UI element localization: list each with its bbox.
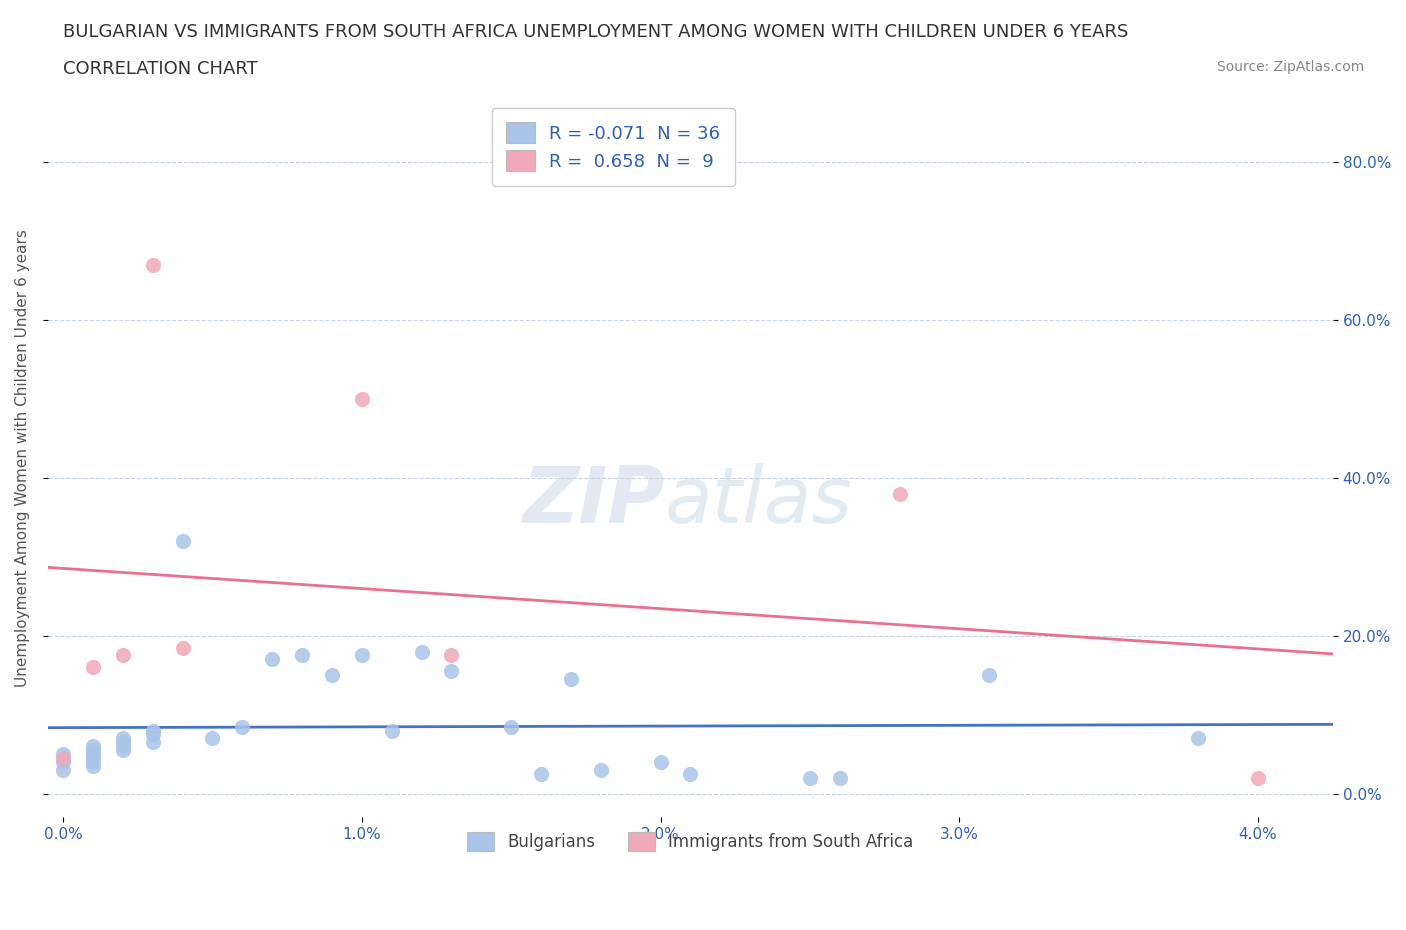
- Point: [142, 724, 165, 738]
- Point: [589, 763, 612, 777]
- Text: BULGARIAN VS IMMIGRANTS FROM SOUTH AFRICA UNEMPLOYMENT AMONG WOMEN WITH CHILDREN: BULGARIAN VS IMMIGRANTS FROM SOUTH AFRIC…: [63, 23, 1129, 41]
- Point: [52, 751, 75, 765]
- Point: [440, 648, 463, 663]
- Point: [321, 668, 343, 683]
- Point: [530, 766, 553, 781]
- Point: [82, 743, 104, 758]
- Point: [291, 648, 314, 663]
- Point: [560, 671, 582, 686]
- Point: [82, 754, 104, 769]
- Point: [111, 731, 134, 746]
- Point: [52, 747, 75, 762]
- Point: [501, 719, 523, 734]
- Point: [82, 759, 104, 774]
- Point: [111, 735, 134, 750]
- Point: [411, 644, 433, 659]
- Point: [231, 719, 253, 734]
- Point: [111, 648, 134, 663]
- Point: [52, 754, 75, 769]
- Legend: Bulgarians, Immigrants from South Africa: Bulgarians, Immigrants from South Africa: [458, 824, 922, 859]
- Y-axis label: Unemployment Among Women with Children Under 6 years: Unemployment Among Women with Children U…: [15, 229, 30, 687]
- Text: CORRELATION CHART: CORRELATION CHART: [63, 60, 259, 78]
- Point: [799, 770, 821, 785]
- Point: [350, 648, 373, 663]
- Point: [111, 739, 134, 754]
- Point: [52, 763, 75, 777]
- Point: [82, 739, 104, 754]
- Point: [201, 731, 224, 746]
- Point: [142, 735, 165, 750]
- Text: atlas: atlas: [665, 463, 852, 539]
- Point: [1187, 731, 1209, 746]
- Point: [889, 486, 911, 501]
- Point: [650, 754, 672, 769]
- Point: [111, 743, 134, 758]
- Point: [142, 727, 165, 742]
- Point: [828, 770, 851, 785]
- Point: [381, 724, 404, 738]
- Point: [172, 534, 194, 549]
- Text: Source: ZipAtlas.com: Source: ZipAtlas.com: [1216, 60, 1364, 74]
- Point: [82, 747, 104, 762]
- Point: [979, 668, 1001, 683]
- Point: [262, 652, 284, 667]
- Point: [679, 766, 702, 781]
- Point: [82, 751, 104, 765]
- Point: [1247, 770, 1270, 785]
- Point: [142, 257, 165, 272]
- Point: [172, 640, 194, 655]
- Text: ZIP: ZIP: [523, 463, 665, 539]
- Point: [350, 392, 373, 406]
- Point: [82, 660, 104, 675]
- Point: [440, 664, 463, 679]
